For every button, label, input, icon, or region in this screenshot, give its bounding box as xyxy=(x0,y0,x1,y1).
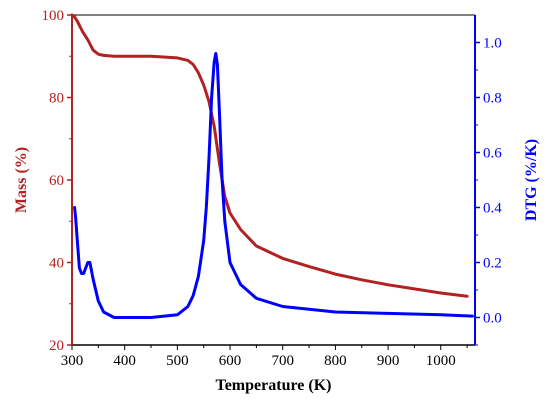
series-layer xyxy=(70,13,474,319)
x-tick-label: 1000 xyxy=(426,353,456,369)
plot-frame xyxy=(71,14,476,346)
right-tick-label: 0.0 xyxy=(483,311,502,327)
x-tick-label: 600 xyxy=(219,353,242,369)
left-tick-label: 40 xyxy=(49,256,64,272)
left-y-axis-title: Mass (%) xyxy=(13,147,30,213)
right-axis-ticks: 0.0 0.2 0.4 0.6 0.8 1.0 xyxy=(475,36,502,346)
x-tick-label: 400 xyxy=(113,353,136,369)
left-axis-ticks: 20 40 60 80 100 xyxy=(42,8,72,354)
right-tick-label: 0.8 xyxy=(483,91,502,107)
left-tick-label: 60 xyxy=(49,173,64,189)
dtg-series-line xyxy=(73,52,474,319)
mass-series-line xyxy=(70,13,469,298)
right-tick-label: 0.6 xyxy=(483,146,502,162)
x-tick-label: 800 xyxy=(324,353,347,369)
right-tick-label: 0.4 xyxy=(483,201,502,217)
left-tick-label: 100 xyxy=(42,8,65,24)
x-axis-title: Temperature (K) xyxy=(216,377,332,394)
x-tick-label: 500 xyxy=(166,353,189,369)
x-axis-ticks: 300 400 500 600 700 800 900 1000 xyxy=(61,345,468,369)
right-y-axis-title: DTG (%/K) xyxy=(523,139,540,221)
right-tick-label: 0.2 xyxy=(483,256,502,272)
x-tick-label: 300 xyxy=(61,353,84,369)
x-tick-label: 700 xyxy=(271,353,294,369)
left-tick-label: 20 xyxy=(49,338,64,354)
x-tick-label: 900 xyxy=(377,353,400,369)
left-tick-label: 80 xyxy=(49,91,64,107)
right-tick-label: 1.0 xyxy=(483,36,502,52)
